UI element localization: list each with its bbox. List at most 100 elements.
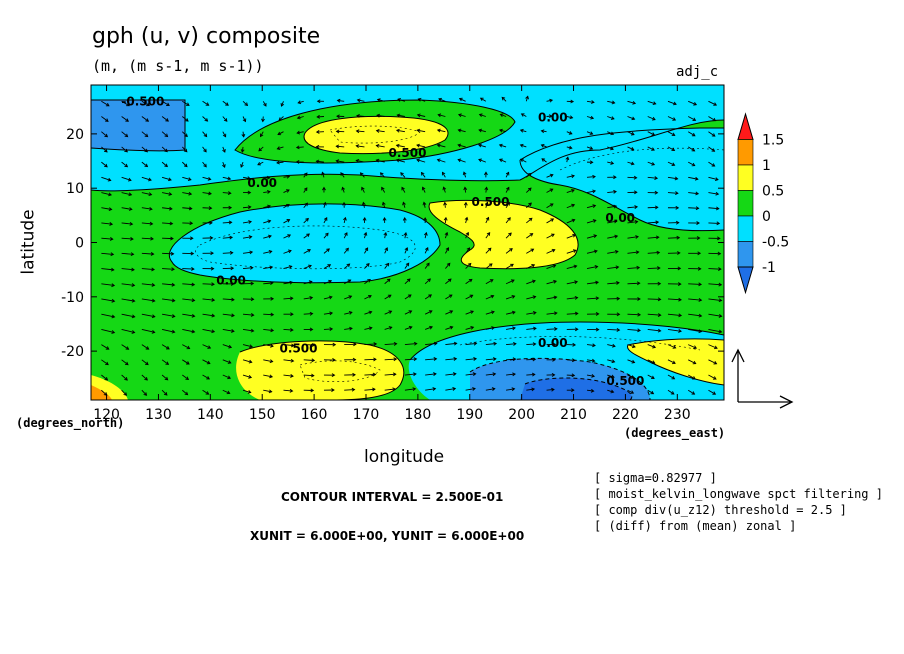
wind-vector-head (527, 187, 532, 192)
wind-vector (667, 131, 675, 136)
wind-vector (384, 247, 388, 254)
wind-vector-head (548, 114, 553, 119)
wind-vector (141, 328, 155, 333)
wind-vector-head (329, 327, 334, 331)
wind-vector (526, 217, 533, 224)
wind-vector (627, 161, 634, 165)
wind-vector (521, 113, 527, 117)
wind-vector-head (574, 311, 579, 316)
wind-vector (357, 99, 365, 102)
wind-vector (101, 268, 114, 271)
wind-vector-head (168, 206, 173, 211)
wind-vector (202, 131, 207, 137)
wind-vector-head (316, 99, 321, 104)
wind-vector-head (718, 282, 723, 287)
wind-vector-head (211, 282, 215, 287)
wind-vector-head (694, 176, 699, 181)
wind-vector (501, 97, 507, 102)
wind-vector (222, 221, 232, 224)
wind-vector-head (310, 388, 315, 393)
wind-vector-head (532, 279, 536, 284)
wind-vector (384, 358, 397, 361)
wind-vector (458, 159, 466, 163)
wind-vector-head (131, 283, 136, 288)
wind-vector-head (468, 278, 473, 283)
wind-vector (485, 187, 488, 193)
wind-vector (586, 374, 595, 377)
wind-vector-head (697, 251, 702, 256)
wind-vector-head (656, 250, 661, 255)
wind-vector-head (149, 206, 153, 211)
wind-vector-head (657, 281, 662, 286)
wind-vector-head (107, 177, 112, 182)
wind-vector-head (712, 376, 717, 380)
wind-vector-head (506, 186, 510, 191)
wind-vector (708, 328, 722, 333)
wind-vector (121, 222, 133, 225)
wind-vector-head (355, 129, 360, 134)
wind-vector (566, 359, 575, 361)
wind-vector-head (247, 176, 251, 181)
wind-vector (384, 388, 396, 391)
wind-vector (586, 205, 596, 209)
wind-vector-head (479, 97, 484, 102)
wind-vector (356, 130, 365, 133)
wind-vector (162, 268, 175, 270)
wind-vector (344, 311, 352, 315)
wind-vector-head (308, 280, 313, 285)
wind-vector-head (436, 128, 441, 133)
wind-vector-head (611, 343, 616, 348)
wind-vector (323, 296, 332, 300)
wind-vector (278, 116, 284, 121)
wind-vector-head (277, 131, 282, 136)
wind-vector (607, 191, 617, 193)
wind-vector (546, 249, 555, 254)
wind-vector (323, 217, 328, 224)
wind-vector-head (345, 247, 349, 252)
wind-vector-head (712, 117, 717, 122)
wind-vector-head (170, 251, 175, 256)
wind-vector (546, 203, 554, 209)
wind-vector (627, 236, 639, 239)
wind-vector (263, 344, 274, 347)
wind-vector-head (287, 234, 292, 238)
wind-vector-head (651, 147, 655, 151)
wind-vector-head (151, 314, 156, 319)
wind-vector-head (657, 297, 662, 302)
wind-vector-head (290, 327, 294, 332)
wind-vector (222, 192, 231, 194)
wind-vector-head (388, 310, 393, 314)
wind-vector (121, 207, 132, 210)
wind-vector-head (610, 161, 615, 165)
wind-vector-head (351, 387, 356, 392)
wind-vector (101, 161, 108, 168)
y-tick-label: -20 (61, 344, 84, 360)
wind-vector (162, 298, 175, 302)
wind-vector (384, 326, 392, 330)
wind-vector-head (697, 266, 702, 271)
wind-vector-head (593, 234, 598, 239)
wind-vector (376, 159, 385, 163)
wind-vector-head (634, 219, 639, 224)
wind-vector-head (493, 341, 498, 346)
wind-vector (141, 283, 155, 286)
wind-vector-head (207, 345, 212, 349)
x-tick-label: 220 (612, 407, 639, 423)
wind-vector-head (718, 314, 723, 318)
x-unit-label: (degrees_east) (624, 426, 726, 440)
wind-vector-head (188, 206, 193, 211)
wind-vector (222, 252, 233, 254)
wind-vector-head (244, 102, 249, 107)
wind-vector-head (412, 387, 417, 392)
wind-vector-head (633, 190, 638, 195)
wind-vector-head (610, 389, 615, 394)
wind-vector-head (549, 173, 554, 178)
wind-vector-head (367, 279, 371, 283)
wind-vector-head (366, 262, 370, 267)
wind-vector (101, 192, 112, 196)
wind-vector-head (519, 128, 524, 133)
wind-vector-head (484, 186, 489, 191)
wind-vector (687, 389, 695, 395)
wind-vector-head (616, 296, 621, 301)
wind-vector (202, 283, 215, 285)
